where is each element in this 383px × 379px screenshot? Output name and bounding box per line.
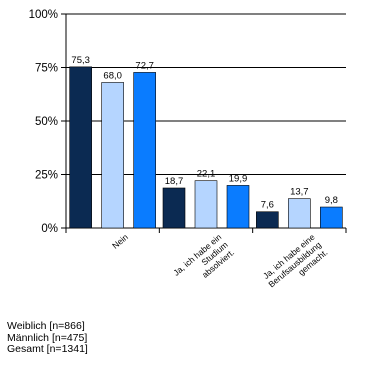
data-label: 22,1 [197,169,216,180]
bar [194,180,218,229]
x-tick-label: Nein [110,232,130,251]
y-tick-label: 75% [35,63,58,75]
bar [69,66,92,229]
bar [320,206,343,229]
x-tick-label-line: Nein [110,232,130,251]
data-label: 68,0 [103,70,122,81]
y-tick-label: 100% [29,9,58,21]
x-tick-label: Ja, ich habe eineBerufsausbildunggemacht… [260,232,330,297]
bar [288,198,311,229]
data-label: 18,7 [165,176,184,187]
data-label: 9,8 [325,195,338,206]
legend-item-maennlich: Männlich [n=475] [7,331,88,344]
bar [162,187,186,229]
legend: Weiblich [n=866] Männlich [n=475] Gesamt… [7,320,88,356]
x-tick-label: Ja, ich habe einStudiumabsolviert. [171,232,236,293]
bar [256,211,279,229]
y-tick-label: 25% [35,170,58,182]
y-tick-label: 50% [35,116,58,128]
bar [133,72,156,229]
data-label: 13,7 [290,187,309,198]
legend-item-weiblich: Weiblich [n=866] [7,320,85,332]
data-label: 7,6 [261,200,274,211]
data-label: 75,3 [71,55,90,66]
data-label: 72,7 [135,60,154,71]
bar [101,82,124,229]
y-tick-label: 0% [41,223,58,235]
legend-item-gesamt: Gesamt [n=1341] [7,343,88,355]
bar [226,185,250,229]
data-label: 19,9 [229,173,248,184]
